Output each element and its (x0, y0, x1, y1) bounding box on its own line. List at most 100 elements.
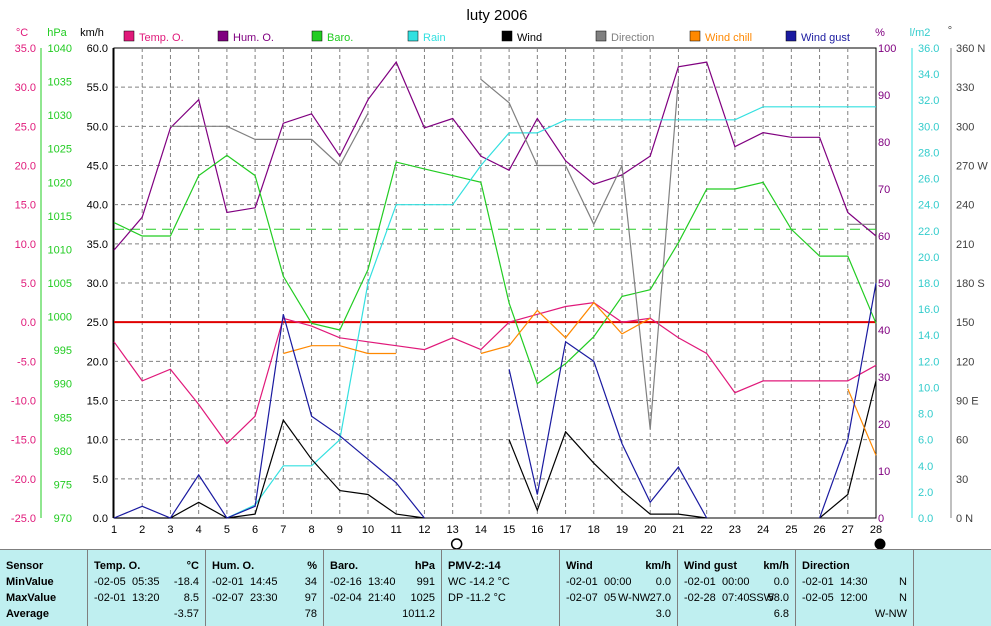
direction-tick-label: 210 (956, 239, 974, 251)
wind-unit-label: km/h (80, 27, 104, 39)
humidity-tick-label: 40 (878, 325, 890, 337)
x-tick-label: 24 (757, 524, 769, 536)
pressure-tick-label: 1000 (48, 312, 72, 324)
gust-average: 6.8 (773, 608, 789, 620)
x-tick-label: 10 (362, 524, 374, 536)
series-line-wind-chill (847, 388, 877, 456)
wind-max-date: -02-07 (566, 592, 598, 604)
temp-min-value: -18.4 (173, 576, 199, 588)
x-tick-label: 2 (139, 524, 145, 536)
direction-min-time: 14:30 (840, 576, 868, 588)
gust-column: Wind gust km/h -02-01 00:00 0.0 -02-28 0… (678, 550, 796, 626)
baro-average: 1011.2 (402, 608, 435, 620)
gust-max-direction: SSW (749, 592, 775, 604)
rain-tick-label: 18.0 (918, 278, 939, 290)
rain-tick-label: 12.0 (918, 356, 939, 368)
baro-max-date: -02-04 (330, 592, 362, 604)
legend-swatch-temp-o (123, 30, 135, 42)
wind-min-value: 0.0 (655, 576, 671, 588)
rain-tick-label: 30.0 (918, 121, 939, 133)
x-tick-label: 21 (672, 524, 684, 536)
x-tick-label: 3 (167, 524, 173, 536)
direction-tick-label: 270 W (956, 161, 988, 173)
full-moon-icon (450, 538, 463, 549)
series-line-direction (170, 113, 369, 167)
direction-min-value: N (899, 576, 907, 588)
direction-tick-label: 240 (956, 200, 974, 212)
direction-tick-label: 60 (956, 435, 968, 447)
x-tick-label: 20 (644, 524, 656, 536)
legend-swatch-wind-gust (785, 30, 797, 42)
hum-min-date: -02-01 (212, 576, 244, 588)
rain-tick-label: 34.0 (918, 69, 939, 81)
x-tick-label: 27 (842, 524, 854, 536)
wind-max-direction: W-NW (618, 592, 651, 604)
wind-tick-label: 40.0 (87, 200, 108, 212)
legend-label-rain: Rain (423, 32, 446, 44)
rain-tick-label: 16.0 (918, 304, 939, 316)
x-tick-label: 4 (196, 524, 202, 536)
x-tick-label: 13 (447, 524, 459, 536)
humidity-tick-label: 10 (878, 466, 890, 478)
x-tick-label: 12 (418, 524, 430, 536)
x-tick-label: 7 (280, 524, 286, 536)
x-tick-label: 8 (308, 524, 314, 536)
baro-max-value: 1025 (410, 592, 435, 604)
humidity-tick-label: 20 (878, 419, 890, 431)
temperature-tick-label: 0.0 (21, 317, 36, 329)
wind-tick-label: 5.0 (93, 474, 108, 486)
temperature-tick-label: 15.0 (15, 200, 36, 212)
wind-tick-label: 0.0 (93, 513, 108, 525)
legend-label-temp-o: Temp. O. (139, 32, 184, 44)
pressure-unit-label: hPa (47, 27, 67, 39)
hum-min-time: 14:45 (250, 576, 278, 588)
direction-min-date: -02-01 (802, 576, 834, 588)
x-tick-label: 23 (729, 524, 741, 536)
wind-max-time: 05 (604, 592, 617, 604)
pressure-tick-label: 985 (54, 412, 72, 424)
new-moon-icon (874, 538, 886, 549)
pmv-column: PMV-2:-14 WC -14.2 °C DP -11.2 °C (442, 550, 560, 626)
temperature-unit-label: °C (16, 27, 28, 39)
x-tick-label: 1 (111, 524, 117, 536)
direction-tick-label: 120 (956, 356, 974, 368)
rain-tick-label: 24.0 (918, 200, 939, 212)
temp-header: Temp. O. (94, 560, 141, 572)
pressure-tick-label: 1030 (48, 110, 72, 122)
x-tick-label: 26 (813, 524, 825, 536)
gust-min-date: -02-01 (684, 576, 716, 588)
gust-max-time: 07:40 (722, 592, 750, 604)
legend-swatch-hum-o (217, 30, 229, 42)
series-line-wind-gust (819, 282, 877, 519)
rain-tick-label: 2.0 (918, 487, 933, 499)
rain-tick-label: 26.0 (918, 174, 939, 186)
direction-tick-label: 0 N (956, 513, 973, 525)
direction-unit-label: ° (948, 25, 952, 37)
baro-unit: hPa (414, 560, 435, 572)
series-line-direction (480, 78, 679, 430)
pmv-header: PMV-2:-14 (448, 560, 501, 572)
legend-label-direction: Direction (611, 32, 654, 44)
hum-max-date: -02-07 (212, 592, 244, 604)
gust-unit: km/h (763, 560, 789, 572)
x-tick-label: 25 (785, 524, 797, 536)
x-tick-label: 19 (616, 524, 628, 536)
temperature-tick-label: 35.0 (15, 43, 36, 55)
pressure-tick-label: 1015 (48, 211, 72, 223)
direction-header: Direction (802, 560, 850, 572)
hum-average: 78 (304, 608, 317, 620)
temp-max-value: 8.5 (183, 592, 199, 604)
legend-label-wind-gust: Wind gust (801, 32, 850, 44)
series-line-hum-o (113, 60, 877, 251)
wind-min-date: -02-01 (566, 576, 598, 588)
sensor-header: Sensor (6, 560, 44, 572)
hum-max-time: 23:30 (250, 592, 278, 604)
legend-label-hum-o: Hum. O. (233, 32, 274, 44)
rain-unit-label: l/m2 (910, 27, 931, 39)
direction-tick-label: 330 (956, 82, 974, 94)
pmv-dew-point: DP -11.2 °C (448, 592, 506, 604)
legend-label-wind-chill: Wind chill (705, 32, 752, 44)
wind-tick-label: 25.0 (87, 317, 108, 329)
temperature-tick-label: -10.0 (11, 396, 36, 408)
humidity-tick-label: 60 (878, 231, 890, 243)
